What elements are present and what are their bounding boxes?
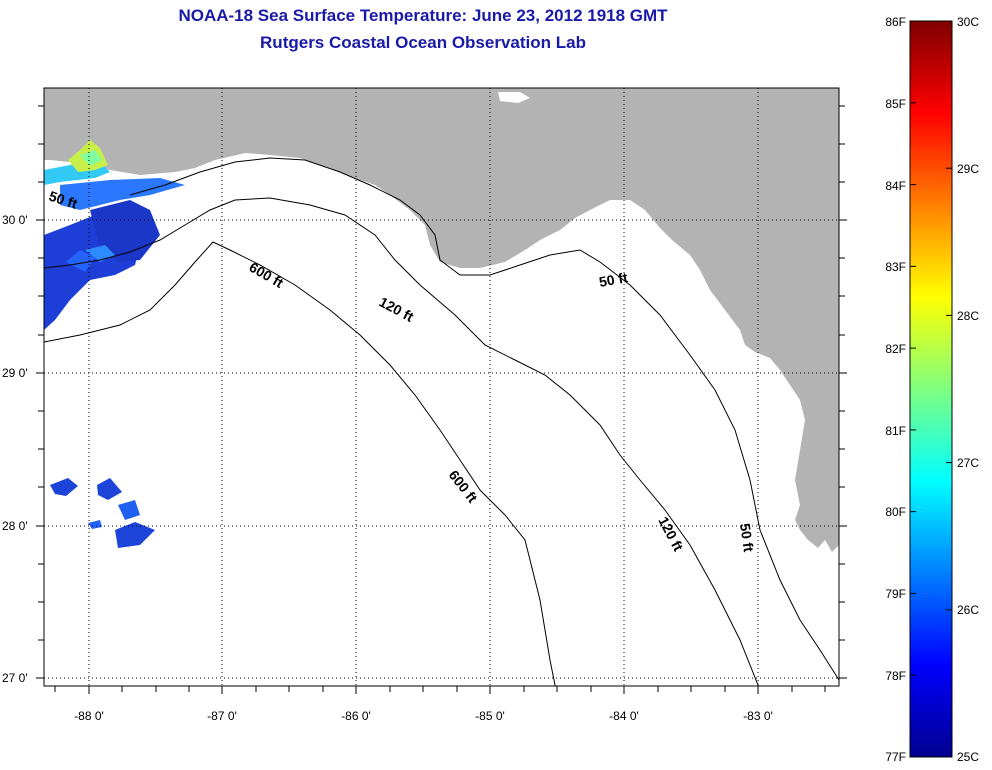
colorbar-fahrenheit-labels: 86F 85F 84F 83F 82F 81F 80F 79F 78F 77F [885,15,906,764]
colorbar [909,20,953,758]
colorbar-f-label: 80F [885,505,906,519]
map-title: NOAA-18 Sea Surface Temperature: June 23… [178,6,668,25]
colorbar-c-label: 27C [957,456,979,470]
map-frame [43,87,840,687]
lon-label: -83 0' [743,709,773,723]
contour-label-50ft-south: 50 ft [737,522,757,553]
colorbar-f-label: 77F [885,750,906,764]
colorbar-c-label: 29C [957,162,979,176]
lon-label: -88 0' [74,709,104,723]
colorbar-c-label: 28C [957,309,979,323]
lat-label: 28 0' [2,519,28,533]
contour-600ft [44,241,556,686]
tick-marks [36,105,847,694]
map-subtitle: Rutgers Coastal Ocean Observation Lab [260,33,586,52]
colorbar-f-label: 81F [885,424,906,438]
colorbar-c-label: 25C [957,750,979,764]
lat-label: 27 0' [2,671,28,685]
depth-contours [44,157,839,686]
colorbar-f-label: 78F [885,669,906,683]
lat-label: 29 0' [2,366,28,380]
land-mass [44,88,839,552]
colorbar-f-label: 86F [885,15,906,29]
island [498,92,530,103]
colorbar-f-label: 82F [885,342,906,356]
contour-label-50ft-north: 50 ft [598,269,629,290]
colorbar-ticks [910,20,952,758]
lon-label: -84 0' [609,709,639,723]
lon-label: -85 0' [475,709,505,723]
colorbar-c-label: 30C [957,15,979,29]
graticule [44,88,839,686]
lat-label: 30 0' [2,213,28,227]
lon-label: -86 0' [341,709,371,723]
colorbar-f-label: 79F [885,587,906,601]
lon-label: -87 0' [207,709,237,723]
contour-50ft [129,157,839,681]
colorbar-f-label: 84F [885,179,906,193]
colorbar-c-label: 26C [957,603,979,617]
colorbar-f-label: 85F [885,97,906,111]
colorbar-celsius-labels: 30C 29C 28C 27C 26C 25C [957,15,979,764]
contour-120ft [44,197,759,686]
colorbar-f-label: 83F [885,260,906,274]
